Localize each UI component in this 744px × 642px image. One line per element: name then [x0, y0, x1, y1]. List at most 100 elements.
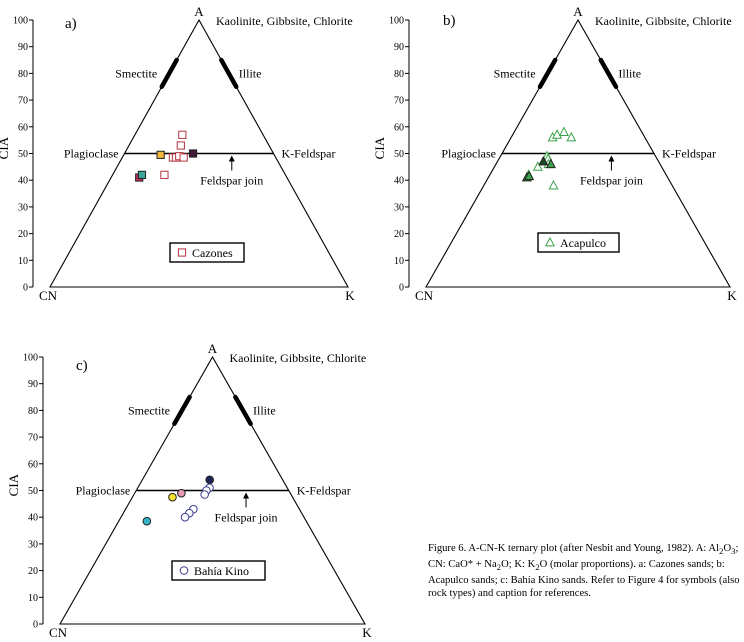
data-point-triangle — [524, 170, 535, 181]
panel-letter: a) — [65, 16, 77, 32]
smectite-label: Smectite — [115, 66, 157, 80]
data-point-triangle — [566, 131, 577, 142]
data-point-triangle — [538, 155, 549, 166]
data-point-square — [137, 170, 147, 179]
figure-caption: Figure 6. A-CN-K ternary plot (after Nes… — [428, 542, 740, 601]
caption-text: Figure 6. A-CN-K ternary plot (after Nes… — [428, 543, 720, 554]
legend-box: Acapulco — [537, 232, 620, 253]
data-point-square — [156, 150, 165, 159]
corner-label-k: K — [345, 288, 355, 303]
cia-tick-label: 50 — [28, 486, 38, 497]
top-mineral-label: Kaolinite, Gibbsite, Chlorite — [595, 14, 732, 28]
caption-text: O; K: K — [501, 558, 536, 570]
cia-tick-label: 80 — [394, 69, 404, 80]
data-point-triangle — [548, 179, 559, 190]
caption-text: O — [723, 543, 732, 554]
cia-tick-label: 90 — [18, 42, 28, 53]
corner-label-a: A — [208, 341, 218, 356]
cia-tick-label: 10 — [18, 256, 28, 267]
cia-tick-label: 50 — [18, 149, 28, 160]
legend-frame — [169, 242, 245, 263]
cia-tick-label: 90 — [28, 379, 38, 390]
kfeldspar-label: K-Feldspar — [282, 147, 336, 161]
corner-label-k: K — [362, 625, 372, 640]
caption-subscript: 2 — [496, 561, 502, 572]
cia-tick-label: 30 — [394, 202, 404, 213]
cia-tick-label: 60 — [28, 459, 38, 470]
illite-label: Illite — [618, 66, 641, 80]
top-mineral-label: Kaolinite, Gibbsite, Chlorite — [230, 351, 367, 365]
data-point-triangle — [545, 158, 556, 169]
data-point-circle — [142, 516, 152, 526]
data-point-circle — [168, 492, 177, 502]
corner-label-cn: CN — [49, 625, 68, 640]
data-point-triangle — [532, 161, 543, 171]
data-point-circle — [177, 488, 186, 498]
smectite-bar — [537, 57, 558, 89]
legend-label: Acapulco — [560, 236, 606, 250]
illite-label: Illite — [239, 66, 262, 80]
data-point-square — [160, 170, 169, 179]
cia-tick-label: 10 — [28, 593, 38, 604]
cia-tick-label: 100 — [389, 16, 404, 27]
cia-tick-label: 60 — [18, 122, 28, 133]
cia-tick-label: 30 — [28, 539, 38, 550]
plagioclase-label: Plagioclase — [64, 147, 119, 161]
cia-tick-label: 30 — [18, 202, 28, 213]
legend-box: Cazones — [169, 242, 245, 263]
smectite-label: Smectite — [494, 66, 536, 80]
panel-b-ternary-chart: 0 10 20 30 40 50 60 70 80 90 100 CIA A CN K Kaolinite, … — [372, 4, 737, 303]
data-point-square — [179, 153, 188, 162]
data-point-square — [188, 149, 198, 158]
caption-text: O (molar proportions). a: Cazones sands;… — [428, 558, 740, 600]
data-point-triangle — [544, 236, 556, 247]
top-mineral-label: Kaolinite, Gibbsite, Chlorite — [216, 14, 353, 28]
cia-tick-label: 100 — [23, 353, 38, 364]
data-point-circle — [180, 512, 190, 522]
legend-box: Bahía Kino — [171, 560, 266, 581]
cia-tick-label: 40 — [28, 513, 38, 524]
data-point-circle — [205, 475, 214, 485]
legend-frame — [537, 232, 620, 253]
cia-tick-label: 50 — [394, 149, 404, 160]
caption-text: ; CN: CaO* + Na — [428, 543, 739, 570]
smectite-label: Smectite — [128, 403, 170, 417]
feldspar-join-arrowhead — [228, 155, 235, 162]
illite-bar — [219, 57, 239, 89]
corner-label-a: A — [573, 4, 583, 19]
data-point-circle — [200, 490, 209, 499]
legend-label: Bahía Kino — [194, 564, 249, 578]
cia-tick-label: 80 — [18, 69, 28, 80]
cia-tick-label: 20 — [18, 229, 28, 240]
cia-tick-label: 90 — [394, 42, 404, 53]
panel-letter: b) — [443, 13, 456, 29]
plagioclase-label: Plagioclase — [76, 484, 131, 498]
feldspar-join-label: Feldspar join — [200, 174, 263, 188]
cia-tick-label: 40 — [18, 176, 28, 187]
cia-tick-label: 70 — [394, 96, 404, 107]
illite-bar — [598, 57, 619, 89]
kfeldspar-label: K-Feldspar — [662, 147, 716, 161]
legend-frame — [171, 560, 266, 581]
cia-tick-label: 60 — [394, 122, 404, 133]
cia-tick-label: 10 — [394, 256, 404, 267]
feldspar-join-arrowhead — [608, 155, 615, 162]
cia-tick-label: 40 — [394, 176, 404, 187]
panel-a-ternary-chart: 0 10 20 30 40 50 60 70 80 90 100 CIA A CN K Kaolinite, … — [0, 4, 355, 303]
corner-label-cn: CN — [39, 288, 58, 303]
caption-subscript: 2 — [719, 546, 724, 557]
cia-tick-label: 0 — [23, 283, 28, 294]
caption-subscript: 2 — [535, 561, 540, 572]
cia-axis-title: CIA — [0, 136, 11, 159]
cia-tick-label: 100 — [13, 16, 28, 27]
data-point-circle — [179, 566, 189, 575]
data-point-triangle — [558, 126, 569, 137]
illite-bar — [233, 394, 253, 426]
cia-tick-label: 20 — [394, 229, 404, 240]
panel-c-ternary-chart: 0 10 20 30 40 50 60 70 80 90 100 CIA A CN K Kaolinite, … — [6, 341, 372, 640]
data-point-square — [176, 141, 185, 150]
corner-label-k: K — [727, 288, 737, 303]
corner-label-cn: CN — [415, 288, 434, 303]
cia-tick-label: 70 — [28, 433, 38, 444]
